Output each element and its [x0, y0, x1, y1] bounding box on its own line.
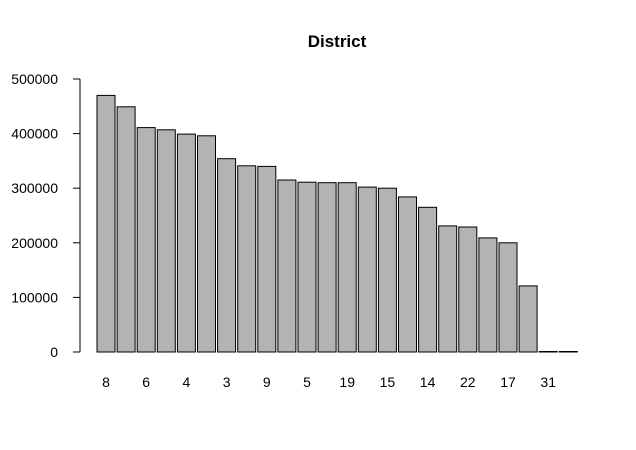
- y-tick-label: 500000: [11, 71, 58, 87]
- bar: [398, 196, 417, 353]
- chart-title: District: [308, 32, 367, 51]
- bar: [478, 237, 498, 353]
- x-tick-label: 8: [102, 374, 110, 390]
- x-tick-label: 3: [223, 374, 231, 390]
- y-tick-label: 100000: [11, 289, 58, 305]
- x-tick-label: 17: [500, 374, 516, 390]
- bar: [176, 133, 196, 353]
- x-tick-label: 9: [263, 374, 271, 390]
- x-tick-label: 22: [460, 374, 476, 390]
- bar: [96, 94, 116, 353]
- bar: [116, 106, 136, 353]
- bar: [297, 181, 317, 353]
- x-tick-label: 14: [420, 374, 436, 390]
- bar: [498, 242, 518, 353]
- x-tick-label: 19: [339, 374, 355, 390]
- bar: [418, 206, 438, 353]
- bar: [217, 158, 237, 353]
- x-tick-label: 6: [142, 374, 150, 390]
- bar: [136, 127, 156, 353]
- y-tick-label: 200000: [11, 235, 58, 251]
- bar: [197, 135, 216, 353]
- bar: [277, 179, 297, 353]
- bar: [438, 225, 458, 353]
- y-tick-label: 400000: [11, 126, 58, 142]
- y-tick-label: 300000: [11, 180, 58, 196]
- x-tick-label: 4: [183, 374, 191, 390]
- bar: [538, 351, 558, 353]
- x-tick-label: 5: [303, 374, 311, 390]
- bar: [458, 226, 478, 353]
- x-axis-labels: 8 6 4 3 9 5 19 15 14 22 17 31: [102, 374, 556, 390]
- bar: [518, 285, 538, 353]
- y-axis: 0 100000 200000 300000 400000 500000: [11, 71, 81, 360]
- x-tick-label: 15: [380, 374, 396, 390]
- x-tick-label: 31: [540, 374, 556, 390]
- bar: [357, 186, 377, 353]
- bar: [377, 187, 397, 353]
- bar: [257, 165, 277, 353]
- bars: [96, 94, 578, 353]
- bar: [237, 165, 257, 353]
- bar: [156, 129, 176, 353]
- bar: [558, 351, 578, 353]
- bar: [337, 182, 357, 353]
- y-tick-label: 0: [50, 344, 58, 360]
- bar: [317, 182, 337, 353]
